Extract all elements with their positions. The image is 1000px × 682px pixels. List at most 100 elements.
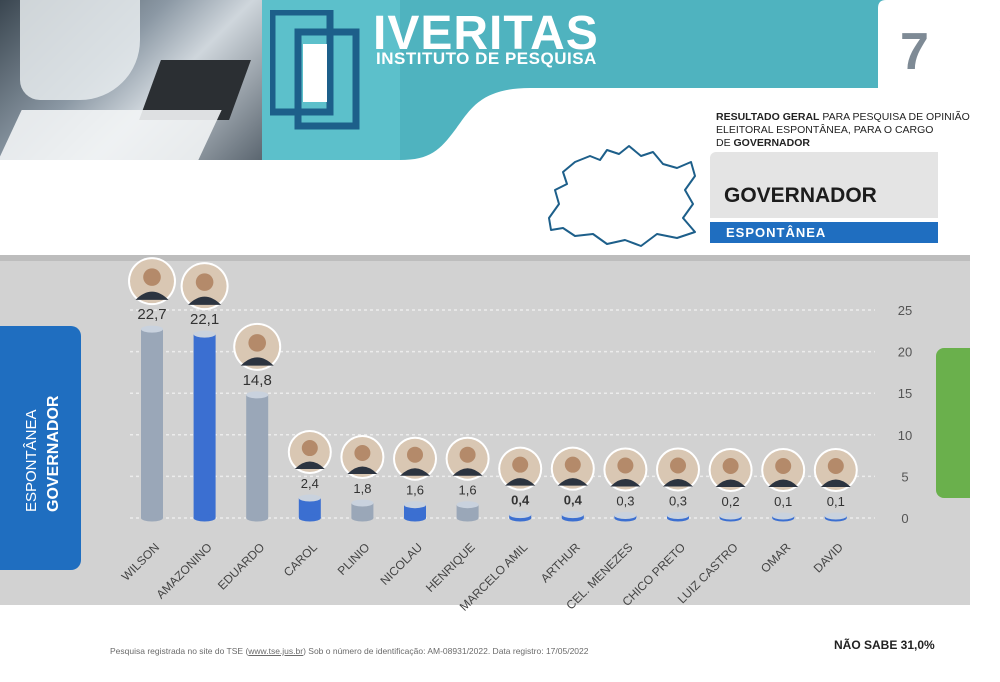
bar-top	[509, 511, 532, 519]
side-label-line1: ESPONTÂNEA	[23, 409, 40, 512]
bar-base	[298, 514, 321, 522]
value-label: 14,8	[243, 372, 272, 389]
category-label: EDUARDO	[215, 540, 267, 592]
portrait-suit	[663, 479, 693, 487]
bar	[404, 504, 426, 518]
portrait-face	[827, 458, 844, 474]
result-text-3: DE	[716, 137, 734, 149]
mode-label: ESPONTÂNEA	[726, 225, 827, 240]
bar-top	[141, 325, 163, 333]
bar-top	[772, 512, 795, 520]
category-label: OMAR	[758, 540, 794, 576]
portrait-face	[143, 268, 161, 286]
green-side-tab	[936, 348, 970, 498]
y-tick-label: 25	[898, 303, 912, 318]
bar-base	[351, 514, 374, 522]
brand-subtitle: INSTITUTO DE PESQUISA	[376, 49, 597, 68]
bar-top	[561, 511, 584, 519]
result-bold-3: GOVERNADOR	[733, 137, 810, 149]
bar-top	[614, 512, 637, 520]
category-label: AMAZONINO	[153, 540, 214, 601]
value-label: 0,3	[616, 494, 634, 509]
portrait-face	[301, 440, 318, 457]
bar-top	[351, 499, 374, 507]
bar-base	[246, 514, 269, 522]
brand-name: IVERITAS	[373, 7, 599, 60]
portrait-suit	[347, 466, 378, 475]
side-label-tab: ESPONTÂNEA GOVERNADOR	[0, 326, 81, 570]
portrait-suit	[188, 296, 222, 305]
category-label: PLINIO	[335, 540, 373, 578]
value-label: 0,2	[722, 494, 740, 509]
result-description: RESULTADO GERAL PARA PESQUISA DE OPINIÃO…	[716, 111, 976, 150]
bar-top	[404, 501, 426, 509]
office-title-box: GOVERNADOR	[710, 152, 938, 218]
office-title: GOVERNADOR	[724, 184, 877, 207]
bar-top	[456, 501, 479, 509]
bar	[141, 329, 163, 518]
category-label: NICOLAU	[378, 540, 426, 588]
value-label: 1,6	[459, 483, 477, 498]
bar-top	[824, 512, 847, 520]
mode-label-bar: ESPONTÂNEA	[710, 222, 938, 243]
bar-base	[456, 514, 479, 522]
value-label: 2,4	[301, 476, 319, 491]
header-photo	[0, 0, 262, 160]
value-label: 0,1	[827, 494, 845, 509]
portrait-face	[512, 456, 529, 473]
bar-base	[404, 514, 426, 522]
bar	[456, 504, 479, 518]
portrait-face	[722, 458, 739, 474]
value-label: 0,1	[774, 494, 792, 509]
value-label: 22,7	[137, 306, 166, 323]
footer-suffix: ) Sob o número de identificação: AM-0893…	[303, 646, 589, 656]
bar-top	[719, 512, 742, 520]
bar	[193, 334, 216, 518]
bar-top	[246, 391, 269, 399]
page-number-badge	[878, 0, 1000, 104]
side-label-line2: GOVERNADOR	[45, 395, 62, 512]
portrait-suit	[240, 357, 274, 366]
portrait-suit	[294, 461, 325, 470]
result-line-2: ELEITORAL ESPONTÂNEA, PARA O CARGO	[716, 124, 934, 136]
portrait-face	[459, 446, 476, 463]
portrait-face	[670, 457, 686, 474]
state-map-icon	[548, 145, 696, 247]
portrait-face	[564, 456, 581, 473]
bar	[298, 498, 321, 518]
chart-top-border	[0, 255, 970, 261]
y-tick-label: 10	[898, 428, 912, 443]
header-banner: IVERITAS INSTITUTO DE PESQUISA 7	[0, 0, 1000, 160]
portrait-face	[248, 334, 266, 352]
page-number: 7	[900, 23, 929, 81]
y-tick-label: 20	[898, 345, 912, 360]
portrait-face	[354, 445, 371, 462]
value-label: 22,1	[190, 311, 219, 328]
y-tick-label: 15	[898, 386, 912, 401]
bar	[246, 394, 269, 518]
bar-top	[298, 494, 321, 502]
portrait-face	[195, 273, 214, 291]
footer-note: Pesquisa registrada no site do TSE (www.…	[110, 646, 588, 656]
portrait-face	[407, 446, 423, 463]
dont-know-total: NÃO SABE 31,0%	[834, 638, 935, 652]
bar-top	[193, 330, 216, 338]
value-label: 0,3	[669, 494, 687, 509]
portrait-suit	[452, 468, 483, 476]
value-label: 1,8	[353, 481, 371, 496]
portrait-suit	[715, 479, 746, 487]
value-label: 0,4	[511, 493, 530, 508]
portrait-suit	[505, 478, 536, 486]
value-label: 0,4	[564, 493, 583, 508]
bar	[351, 503, 374, 518]
result-text-1: PARA PESQUISA DE OPINIÃO	[819, 111, 970, 123]
side-label: ESPONTÂNEA GOVERNADOR	[23, 395, 62, 512]
result-bold-1: RESULTADO GERAL	[716, 111, 820, 123]
value-label: 1,6	[406, 483, 424, 498]
portrait-suit	[820, 479, 851, 487]
y-tick-label: 0	[901, 511, 908, 526]
y-tick-label: 5	[901, 469, 908, 484]
portrait-suit	[768, 479, 799, 487]
footer-link[interactable]: www.tse.jus.br	[248, 646, 304, 656]
